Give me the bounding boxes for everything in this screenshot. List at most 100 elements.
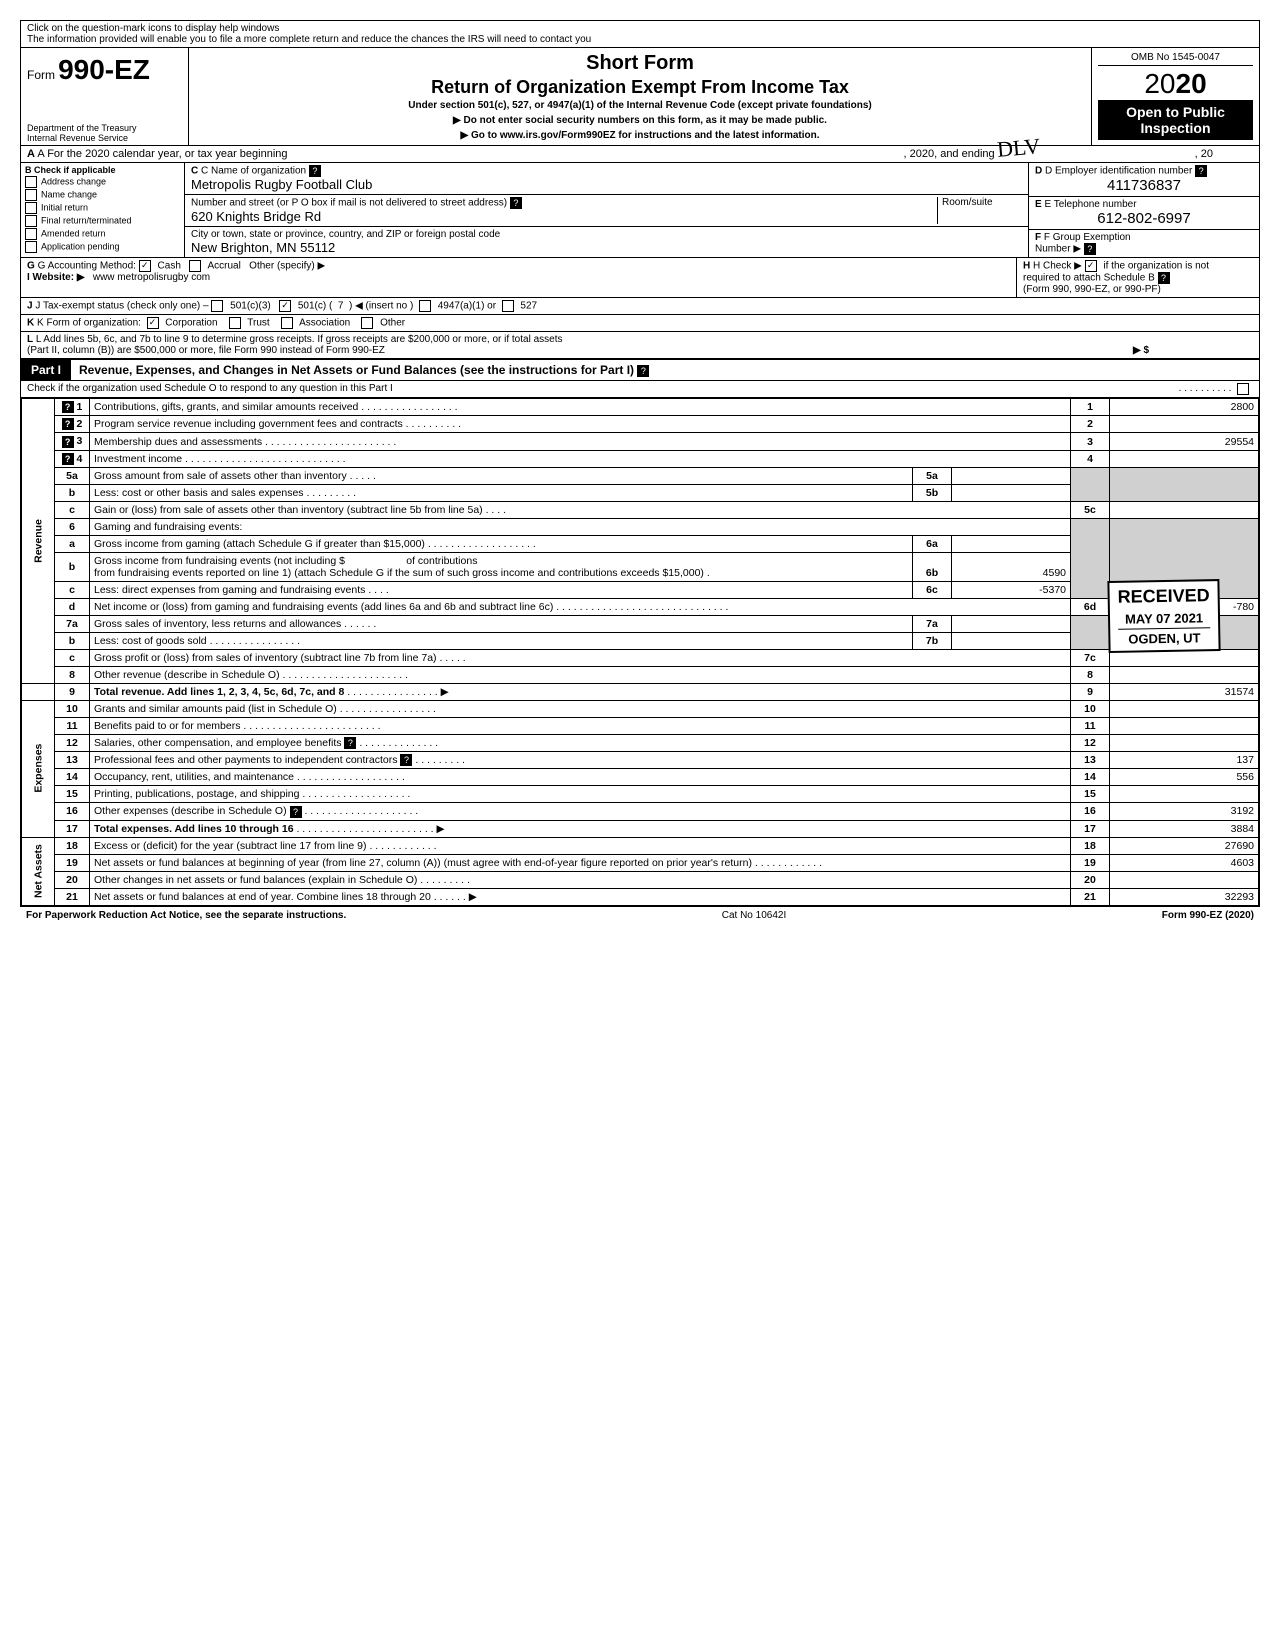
checkbox-name-change[interactable] <box>25 189 37 201</box>
checkbox-amended-return[interactable] <box>25 228 37 240</box>
help-icon[interactable]: ? <box>1084 243 1096 255</box>
checkbox-corporation[interactable] <box>147 317 159 329</box>
right-num: 9 <box>1071 683 1110 700</box>
right-num: 4 <box>1071 450 1110 467</box>
help-icon[interactable]: ? <box>290 806 302 818</box>
j-501c3: 501(c)(3) <box>230 301 271 312</box>
help-icon[interactable]: ? <box>62 418 74 430</box>
line-desc: Occupancy, rent, utilities, and maintena… <box>90 769 1071 786</box>
help-icon[interactable]: ? <box>400 754 412 766</box>
mid-num: 5b <box>913 484 952 501</box>
part-1-table: Revenue ? 1 Contributions, gifts, grants… <box>21 398 1259 906</box>
omb-number: OMB No 1545-0047 <box>1098 52 1253 66</box>
checkbox-association[interactable] <box>281 317 293 329</box>
line-desc: Benefits paid to or for members . . . . … <box>90 717 1071 734</box>
c-label: C Name of organization <box>201 166 306 177</box>
dept-treasury: Department of the Treasury <box>27 123 137 133</box>
table-row: 11 Benefits paid to or for members . . .… <box>22 717 1259 734</box>
checkbox-application-pending[interactable] <box>25 241 37 253</box>
side-blank <box>22 683 55 700</box>
table-row: Expenses 10 Grants and similar amounts p… <box>22 700 1259 717</box>
right-num: 17 <box>1071 820 1110 837</box>
right-val: 3192 <box>1110 803 1259 820</box>
help-icon[interactable]: ? <box>62 401 74 413</box>
ein-value: 411736837 <box>1035 177 1253 194</box>
line-num: 21 <box>55 888 90 905</box>
checkbox-schedule-o-part1[interactable] <box>1237 383 1249 395</box>
line-num: 10 <box>55 700 90 717</box>
checkbox-cash[interactable] <box>139 260 151 272</box>
b-item-0: Address change <box>41 176 106 186</box>
right-val: 3884 <box>1110 820 1259 837</box>
checkbox-accrual[interactable] <box>189 260 201 272</box>
revenue-side-label: Revenue <box>22 399 55 684</box>
line-desc: Excess or (deficit) for the year (subtra… <box>90 837 1071 854</box>
shaded-cell <box>1110 467 1259 501</box>
d-label: D Employer identification number <box>1045 166 1192 177</box>
j-527: 527 <box>520 301 537 312</box>
table-row: 14 Occupancy, rent, utilities, and maint… <box>22 769 1259 786</box>
line-num: 15 <box>55 786 90 803</box>
shaded-cell <box>1071 518 1110 598</box>
table-row: ? 4 Investment income . . . . . . . . . … <box>22 450 1259 467</box>
k-trust: Trust <box>247 318 269 329</box>
j-501c-after: ) ◀ (insert no ) <box>349 301 413 312</box>
line-num: 7a <box>55 615 90 632</box>
l-text1: L Add lines 5b, 6c, and 7b to line 9 to … <box>36 334 563 345</box>
form-number-cell: Form 990-EZ Department of the Treasury I… <box>21 48 189 145</box>
checkbox-4947[interactable] <box>419 300 431 312</box>
line-num: 8 <box>55 666 90 683</box>
checkbox-schedule-b-not-required[interactable] <box>1085 260 1097 272</box>
line-num: 5a <box>55 467 90 484</box>
checkbox-final-return[interactable] <box>25 215 37 227</box>
checkbox-527[interactable] <box>502 300 514 312</box>
line-num: 14 <box>55 769 90 786</box>
table-row: 7a Gross sales of inventory, less return… <box>22 615 1259 632</box>
table-row: 17 Total expenses. Add lines 10 through … <box>22 820 1259 837</box>
g-accrual: Accrual <box>207 261 240 272</box>
line-desc: Gross profit or (loss) from sales of inv… <box>90 649 1071 666</box>
table-row: 16 Other expenses (describe in Schedule … <box>22 803 1259 820</box>
help-icon[interactable]: ? <box>62 436 74 448</box>
k-corp: Corporation <box>165 318 217 329</box>
website-value: www metropolisrugby com <box>93 272 210 283</box>
right-num: 14 <box>1071 769 1110 786</box>
b-item-5: Application pending <box>41 241 120 251</box>
form-word: Form <box>27 68 55 82</box>
ssn-warning: ▶ Do not enter social security numbers o… <box>195 115 1085 126</box>
shaded-cell <box>1071 615 1110 649</box>
checkbox-initial-return[interactable] <box>25 202 37 214</box>
table-row: 6 Gaming and fundraising events: <box>22 518 1259 535</box>
line-num: b <box>55 552 90 581</box>
table-row: c Gain or (loss) from sale of assets oth… <box>22 501 1259 518</box>
c-room-label: Room/suite <box>942 197 993 208</box>
table-row: 15 Printing, publications, postage, and … <box>22 786 1259 803</box>
help-icon[interactable]: ? <box>1158 272 1170 284</box>
help-icon[interactable]: ? <box>62 453 74 465</box>
section-b-c-d-e-f: B Check if applicable Address change Nam… <box>21 163 1259 258</box>
omb-year-cell: OMB No 1545-0047 2020 Open to Public Ins… <box>1092 48 1259 145</box>
right-num: 10 <box>1071 700 1110 717</box>
help-icon[interactable]: ? <box>637 365 649 377</box>
right-num: 15 <box>1071 786 1110 803</box>
help-icon[interactable]: ? <box>510 197 522 209</box>
mid-val: 4590 <box>952 552 1071 581</box>
checkbox-501c[interactable] <box>279 300 291 312</box>
part-1-check-row: Check if the organization used Schedule … <box>21 381 1259 398</box>
line-desc: Gain or (loss) from sale of assets other… <box>90 501 1071 518</box>
line-desc: Total expenses. Add lines 10 through 16 … <box>90 820 1071 837</box>
checkbox-address-change[interactable] <box>25 176 37 188</box>
table-row: 9 Total revenue. Add lines 1, 2, 3, 4, 5… <box>22 683 1259 700</box>
checkbox-trust[interactable] <box>229 317 241 329</box>
right-num: 1 <box>1071 399 1110 416</box>
b-header: B Check if applicable <box>25 165 180 175</box>
mid-num: 7b <box>913 632 952 649</box>
help-icon[interactable]: ? <box>344 737 356 749</box>
help-icon[interactable]: ? <box>1195 165 1207 177</box>
checkbox-other-org[interactable] <box>361 317 373 329</box>
checkbox-501c3[interactable] <box>211 300 223 312</box>
help-icon[interactable]: ? <box>309 165 321 177</box>
right-val <box>1110 501 1259 518</box>
table-row: ? 3 Membership dues and assessments . . … <box>22 433 1259 450</box>
part-1-header: Part I Revenue, Expenses, and Changes in… <box>21 359 1259 381</box>
